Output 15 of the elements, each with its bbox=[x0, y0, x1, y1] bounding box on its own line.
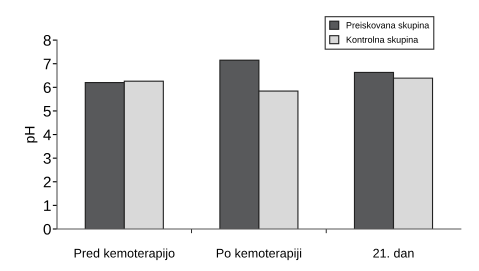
y-axis-title: pH bbox=[24, 126, 38, 143]
x-tick-label: 21. dan bbox=[373, 248, 414, 258]
y-tick-label: 0 bbox=[44, 224, 51, 235]
y-tick-label: 8 bbox=[44, 34, 51, 46]
legend-label: Kontrolna skupina bbox=[346, 36, 418, 45]
y-tick-label: 4 bbox=[43, 130, 51, 140]
legend-label: Preiskovana skupina bbox=[346, 22, 430, 30]
y-tick-label: 1 bbox=[44, 200, 51, 211]
y-tick-label: 6 bbox=[44, 82, 51, 94]
x-tick-label: Pred kemoterapijo bbox=[74, 248, 174, 260]
y-tick-label: 3 bbox=[44, 153, 51, 164]
y-tick-label: 7 bbox=[44, 58, 51, 70]
x-tick-label: Po kemoterapiji bbox=[216, 248, 302, 260]
y-tick-label: 2 bbox=[44, 176, 51, 188]
y-tick-label: 5 bbox=[44, 106, 51, 117]
